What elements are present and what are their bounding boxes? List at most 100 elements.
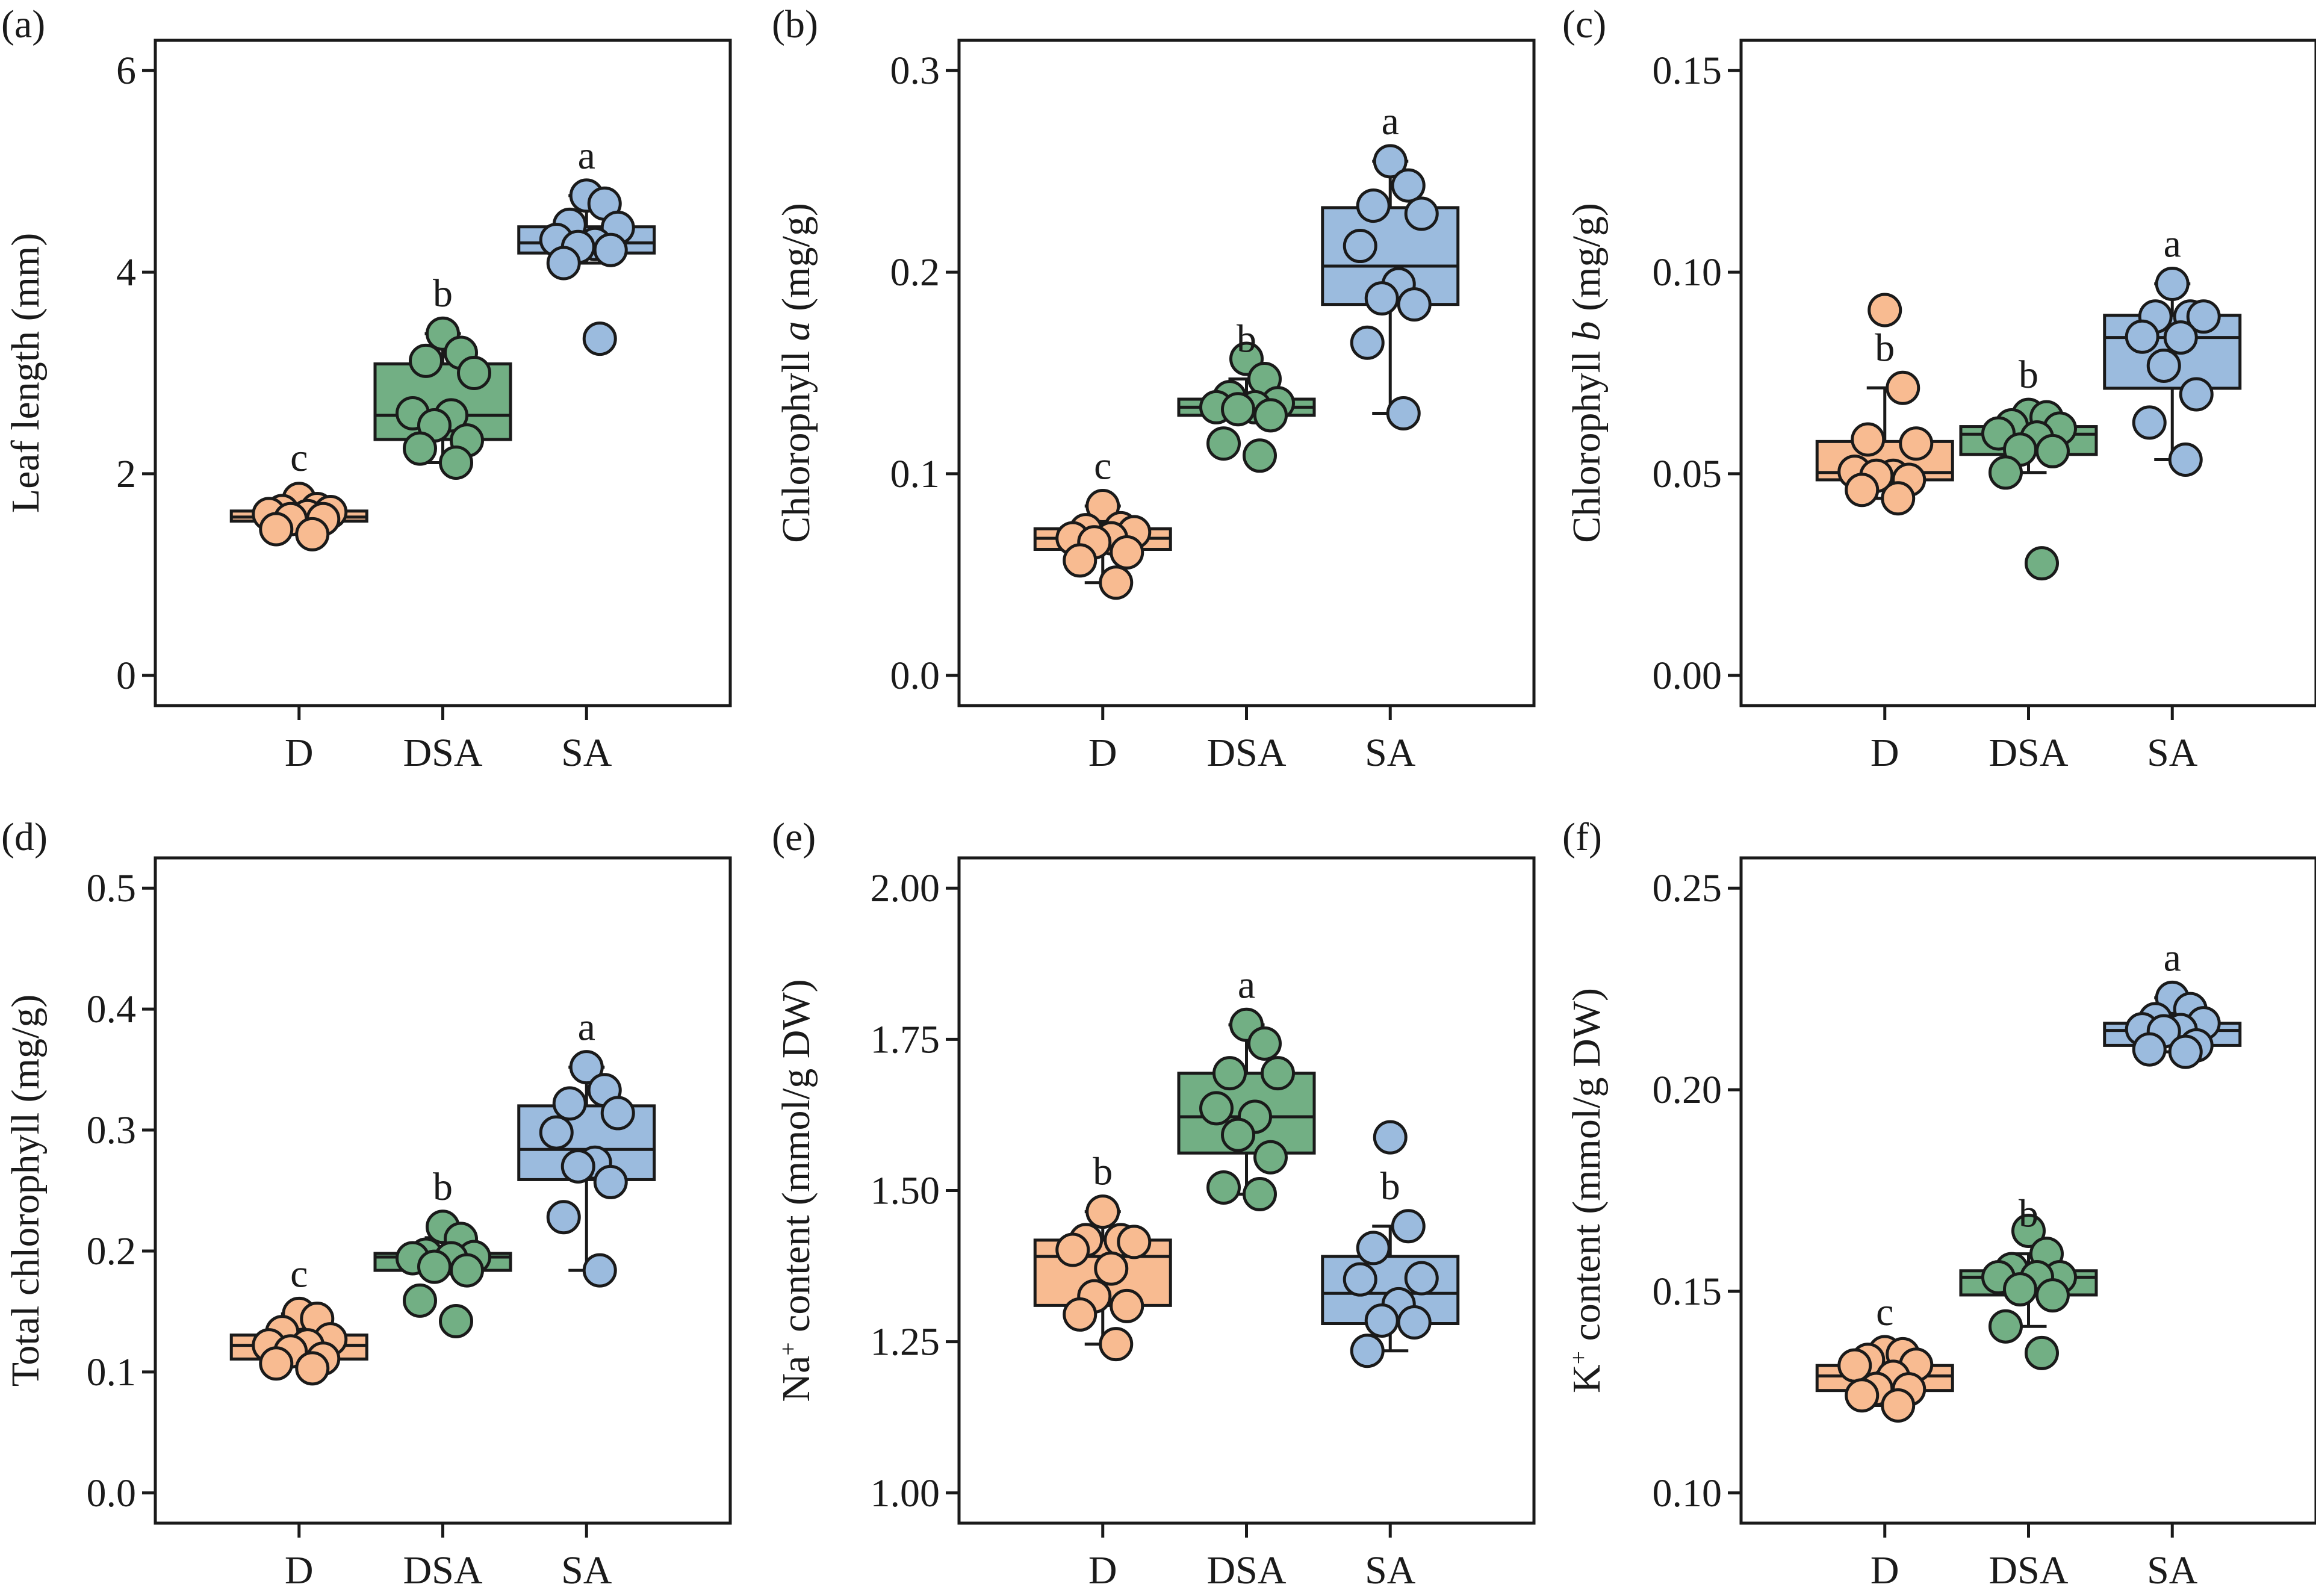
x-tick-label: DSA	[403, 731, 482, 775]
significance-letter: b	[433, 1165, 453, 1209]
data-point	[1881, 1388, 1916, 1423]
data-point	[2146, 348, 2181, 383]
data-point	[259, 512, 294, 547]
data-point	[2155, 266, 2190, 301]
data-point	[2168, 442, 2203, 477]
y-axis-label-part: (mg/g)	[1565, 203, 1609, 321]
significance-letter: b	[1380, 1164, 1400, 1208]
significance-letter: b	[433, 272, 453, 315]
data-point	[1221, 392, 1255, 427]
panel-label: (e)	[772, 815, 816, 859]
data-point	[1845, 473, 1880, 508]
y-tick-label: 0	[116, 654, 136, 698]
box-group-dsa: b	[373, 272, 512, 480]
data-point	[403, 1283, 437, 1318]
y-axis-label-part: +	[775, 1342, 801, 1355]
data-point	[1110, 535, 1144, 570]
data-point	[2179, 377, 2214, 412]
data-point	[2125, 319, 2159, 354]
x-tick-label: DSA	[1988, 731, 2068, 775]
y-tick-label: 0.00	[1653, 654, 1722, 698]
x-tick-label: D	[1870, 731, 1899, 775]
data-point	[1099, 565, 1134, 600]
y-tick-label: 0.1	[890, 452, 940, 496]
y-tick-label: 4	[116, 250, 136, 294]
significance-letter: a	[1238, 963, 1255, 1007]
data-point	[1199, 1091, 1234, 1126]
data-point	[560, 1149, 595, 1184]
x-tick-label: D	[1870, 1548, 1899, 1592]
data-point	[409, 343, 443, 378]
x-tick-label: SA	[561, 731, 612, 775]
data-point	[552, 1086, 587, 1121]
y-tick-label: 0.20	[1653, 1068, 1722, 1112]
data-point	[1206, 426, 1241, 461]
y-tick-label: 0.2	[87, 1229, 137, 1273]
x-tick-label: SA	[561, 1548, 612, 1592]
data-point	[1988, 1309, 2023, 1344]
y-axis-label: K+ content (mmol/g DW)	[1565, 988, 1609, 1393]
significance-letter: a	[1382, 99, 1399, 143]
x-tick-label: D	[1088, 731, 1117, 775]
y-axis-label-part: Leaf length (mm)	[4, 233, 48, 513]
y-tick-label: 0.15	[1653, 1270, 1722, 1314]
data-point	[1063, 1297, 1097, 1332]
box-group-dsa: b	[1177, 317, 1316, 473]
data-point	[2025, 546, 2059, 581]
box-group-dsa: a	[1177, 963, 1316, 1212]
box-group-sa: a	[517, 1005, 656, 1288]
panel-f: (f) 0.10 0.15 0.20 0.25 D DSA SA K+ content (mmo…	[1562, 815, 2316, 1592]
y-axis-label: Na+ content (mmol/g DW)	[774, 979, 818, 1402]
data-point	[2168, 1034, 2203, 1069]
box-group-sa: a	[2103, 936, 2242, 1069]
box-group-dsa: b	[1959, 353, 2098, 581]
data-point	[1404, 196, 1439, 231]
y-tick-label: 1.00	[871, 1471, 940, 1515]
data-point	[1391, 1209, 1426, 1244]
y-axis-label: Chlorophyll b (mg/g)	[1565, 203, 1609, 543]
y-axis-label: Chlorophyll a (mg/g)	[774, 203, 818, 543]
panel-d: (d) 0.0 0.1 0.2 0.3 0.4 0.5 D DSA SA Total chlorop…	[1, 815, 732, 1592]
y-axis-label-part: b	[1565, 321, 1609, 341]
y-tick-label: 0.10	[1653, 1471, 1722, 1515]
significance-letter: b	[1875, 326, 1895, 370]
y-tick-label: 0.4	[87, 987, 137, 1031]
significance-letter: b	[1237, 317, 1256, 361]
y-tick-label: 0.05	[1653, 452, 1722, 496]
box-group-d: c	[229, 436, 368, 551]
data-point	[569, 1050, 604, 1085]
box-group-sa: a	[517, 134, 656, 356]
data-point	[1085, 489, 1120, 523]
panel-c: (c) 0.00 0.05 0.10 0.15 D DSA SA Chlorophyll b (…	[1562, 2, 2316, 775]
data-point	[1886, 370, 1920, 405]
box-group-d: b	[1815, 293, 1954, 516]
y-tick-label: 6	[116, 49, 136, 93]
data-point	[539, 1115, 574, 1150]
significance-letter: c	[1094, 444, 1111, 488]
data-point	[1899, 426, 1934, 461]
y-axis-label-part: +	[1565, 1351, 1592, 1364]
data-point	[1881, 481, 1916, 516]
box-group-sa: b	[1321, 1120, 1460, 1368]
data-point	[1343, 229, 1377, 264]
box-group-d: b	[1033, 1150, 1172, 1362]
panel-label: (c)	[1562, 2, 1606, 46]
significance-letter: c	[1876, 1290, 1893, 1334]
data-point	[1397, 287, 1432, 322]
y-axis-label: Leaf length (mm)	[4, 233, 48, 513]
box-group-d: c	[1033, 444, 1172, 600]
data-point	[1364, 281, 1399, 316]
x-tick-label: D	[1088, 1548, 1117, 1592]
y-axis-label-part: Chlorophyll	[1565, 341, 1609, 543]
y-axis-label-part: Chlorophyll	[774, 341, 818, 543]
y-axis-label-part: content (mmol/g DW)	[1565, 988, 1609, 1351]
data-point	[1253, 398, 1288, 433]
x-tick-label: D	[285, 1548, 314, 1592]
data-point	[1206, 1170, 1241, 1205]
data-point	[1094, 1251, 1129, 1286]
data-point	[295, 517, 330, 551]
x-tick-label: DSA	[1206, 731, 1286, 775]
data-point	[1350, 1334, 1385, 1368]
data-point	[1261, 1056, 1295, 1091]
